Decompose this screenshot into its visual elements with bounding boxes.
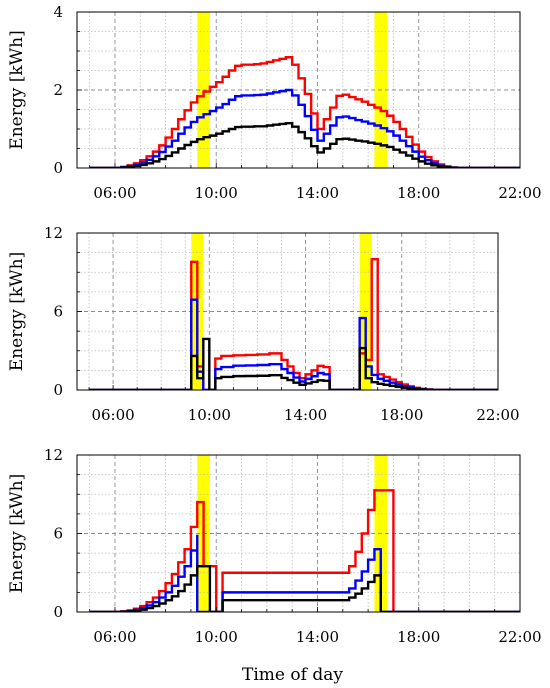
x-tick-label: 06:00 — [93, 184, 136, 202]
y-tick-label: 4 — [53, 3, 63, 21]
y-tick-label: 0 — [53, 381, 63, 399]
x-axis-title: Time of day — [242, 665, 343, 685]
series-line-1 — [89, 56, 520, 168]
x-tick-label: 22:00 — [498, 184, 541, 202]
chart-panel-2: 06:00 10:00 14:00 18:00 22:00 0 6 12 Energy [kWh… — [7, 224, 520, 424]
series-line-2 — [89, 298, 498, 390]
y-tick-label: 6 — [53, 303, 63, 321]
x-tick-label: 06:00 — [93, 628, 136, 646]
y-tick-label: 0 — [53, 603, 63, 621]
x-tick-label: 18:00 — [397, 184, 440, 202]
x-tick-label: 10:00 — [195, 184, 238, 202]
y-tick-label: 12 — [44, 446, 63, 464]
chart-panel-1: 06:00 10:00 14:00 18:00 22:00 0 2 4 Energy [kWh] — [7, 3, 542, 202]
x-tick-label: 10:00 — [188, 406, 231, 424]
x-tick-label: 14:00 — [284, 406, 327, 424]
x-tick-label: 14:00 — [296, 184, 339, 202]
chart-panel-3: 06:00 10:00 14:00 18:00 22:00 0 6 12 Energy [kWh… — [7, 446, 542, 685]
x-tick-label: 06:00 — [91, 406, 134, 424]
y-tick-label: 12 — [44, 224, 63, 242]
x-tick-label: 22:00 — [498, 628, 541, 646]
series-line-3 — [89, 121, 520, 168]
y-tick-label: 6 — [53, 525, 63, 543]
series-line-3 — [89, 337, 498, 390]
x-tick-label: 14:00 — [296, 628, 339, 646]
y-axis-title: Energy [kWh] — [7, 30, 27, 149]
series-line-2 — [89, 88, 520, 168]
y-axis-title: Energy [kWh] — [7, 474, 27, 593]
series-line-1 — [89, 257, 498, 390]
x-tick-label: 18:00 — [380, 406, 423, 424]
y-tick-label: 2 — [53, 81, 63, 99]
x-tick-label: 22:00 — [476, 406, 519, 424]
y-axis-title: Energy [kWh] — [7, 252, 27, 371]
x-tick-label: 10:00 — [195, 628, 238, 646]
x-tick-label: 18:00 — [397, 628, 440, 646]
series-line-3 — [89, 565, 520, 612]
series-line-1 — [89, 489, 520, 612]
y-tick-label: 0 — [53, 159, 63, 177]
